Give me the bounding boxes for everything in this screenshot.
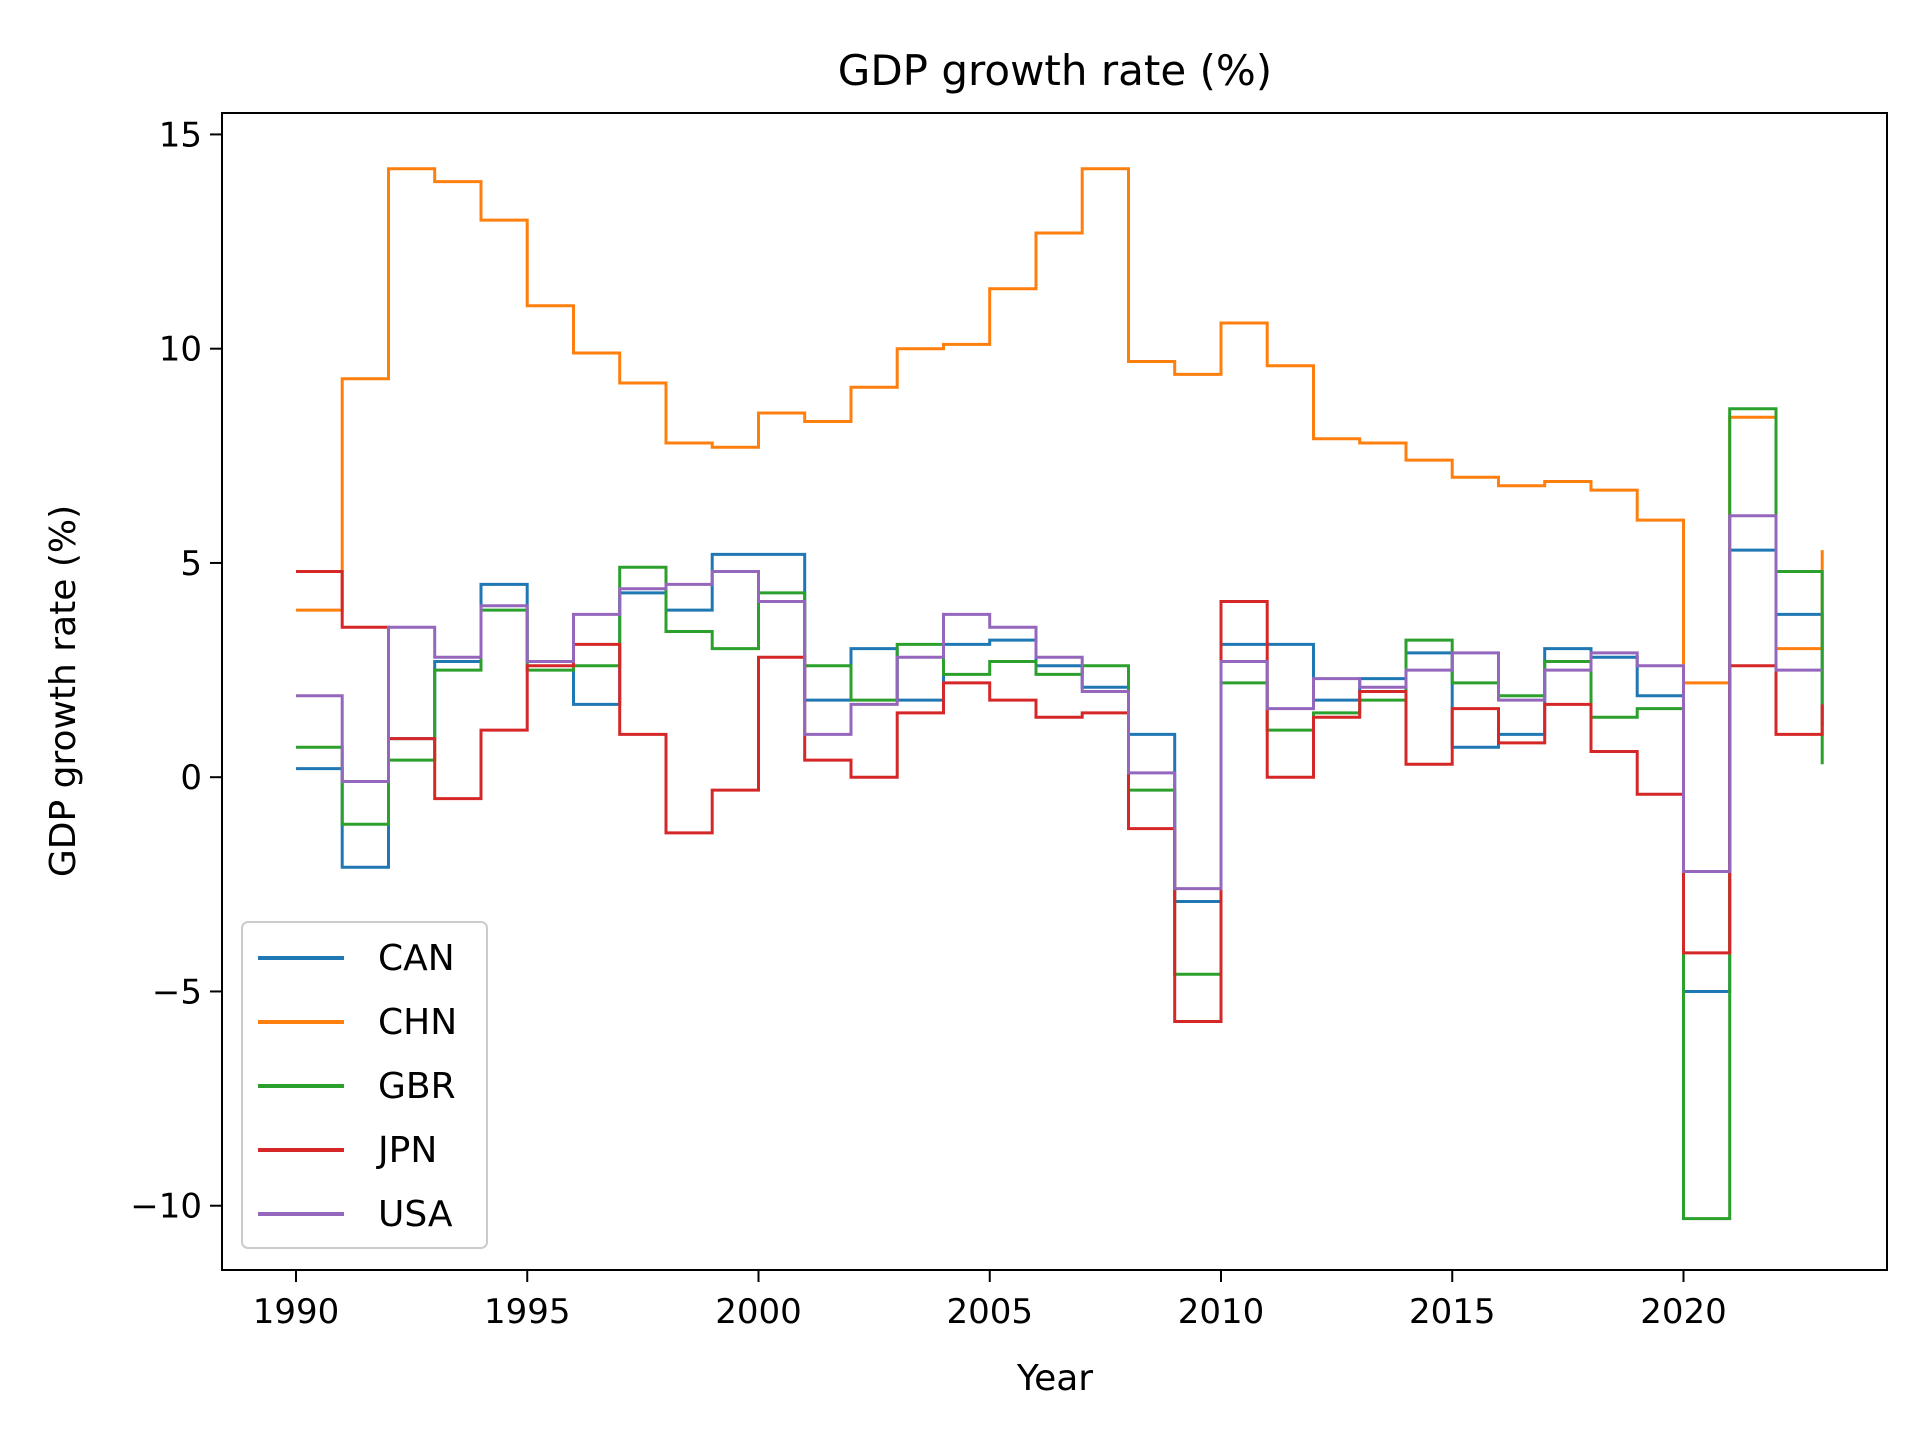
plot-frame	[221, 112, 1888, 1271]
plot-area	[221, 112, 1888, 1271]
legend: CAN CHN GBR JPN USA	[241, 921, 488, 1249]
y-tick-label: −10	[130, 1187, 202, 1227]
series-layer	[296, 167, 1824, 1221]
legend-label-usa: USA	[378, 1194, 453, 1235]
x-axis: 1990 1995 2000 2005 2010 2015 2020	[253, 1270, 1727, 1332]
series-line-usa	[296, 514, 1823, 891]
x-tick-label: 2020	[1640, 1292, 1727, 1332]
y-tick-label: 10	[159, 330, 202, 370]
legend-label-gbr: GBR	[378, 1066, 456, 1107]
legend-label-jpn: JPN	[376, 1130, 437, 1171]
legend-label-can: CAN	[378, 938, 455, 979]
legend-box	[241, 921, 488, 1249]
x-tick-label: 1990	[253, 1292, 340, 1332]
y-axis-label: GDP growth rate (%)	[43, 505, 84, 877]
x-tick-label: 2015	[1409, 1292, 1496, 1332]
x-tick-label: 2005	[946, 1292, 1033, 1332]
y-axis: 15 10 5 0 −5 −10	[130, 115, 222, 1227]
y-tick-label: 15	[159, 115, 202, 155]
y-tick-label: −5	[152, 972, 202, 1012]
plot-background	[222, 113, 1887, 1270]
y-tick-label: 5	[180, 544, 202, 584]
x-tick-label: 2010	[1178, 1292, 1265, 1332]
legend-label-chn: CHN	[378, 1002, 457, 1043]
x-tick-label: 2000	[715, 1292, 802, 1332]
y-tick-label: 0	[180, 758, 202, 798]
x-tick-label: 1995	[484, 1292, 571, 1332]
x-axis-label: Year	[1016, 1358, 1093, 1399]
chart-title: GDP growth rate (%)	[838, 46, 1272, 95]
series-line-chn	[296, 167, 1824, 685]
series-line-jpn	[296, 570, 1824, 1023]
